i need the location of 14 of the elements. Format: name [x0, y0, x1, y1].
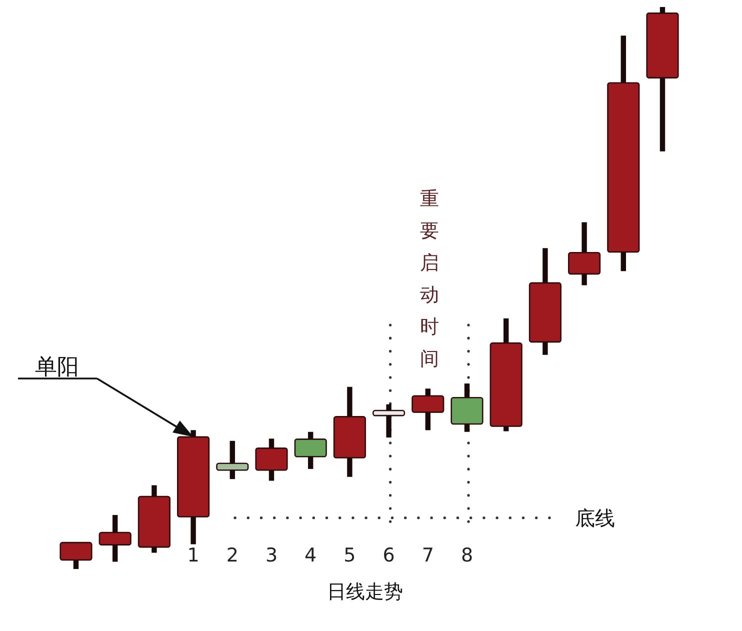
x-tick-label: 6 [382, 544, 395, 566]
ref-line-label: 底线 [575, 506, 615, 530]
x-tick-label: 5 [344, 544, 356, 566]
x-tick-label: 2 [226, 544, 238, 566]
candlestick [372, 404, 406, 438]
x-tick-label: 7 [422, 544, 434, 566]
x-axis-title: 日线走势 [327, 581, 403, 603]
candlestick [216, 440, 249, 480]
x-tick-label: 1 [187, 544, 200, 566]
annotation: 重要启动时间 [420, 188, 439, 370]
x-tick-label: 3 [265, 544, 278, 566]
x-tick-label: 8 [460, 544, 474, 566]
annotation: 单阳 [35, 355, 79, 380]
x-tick-label: 4 [304, 544, 317, 566]
